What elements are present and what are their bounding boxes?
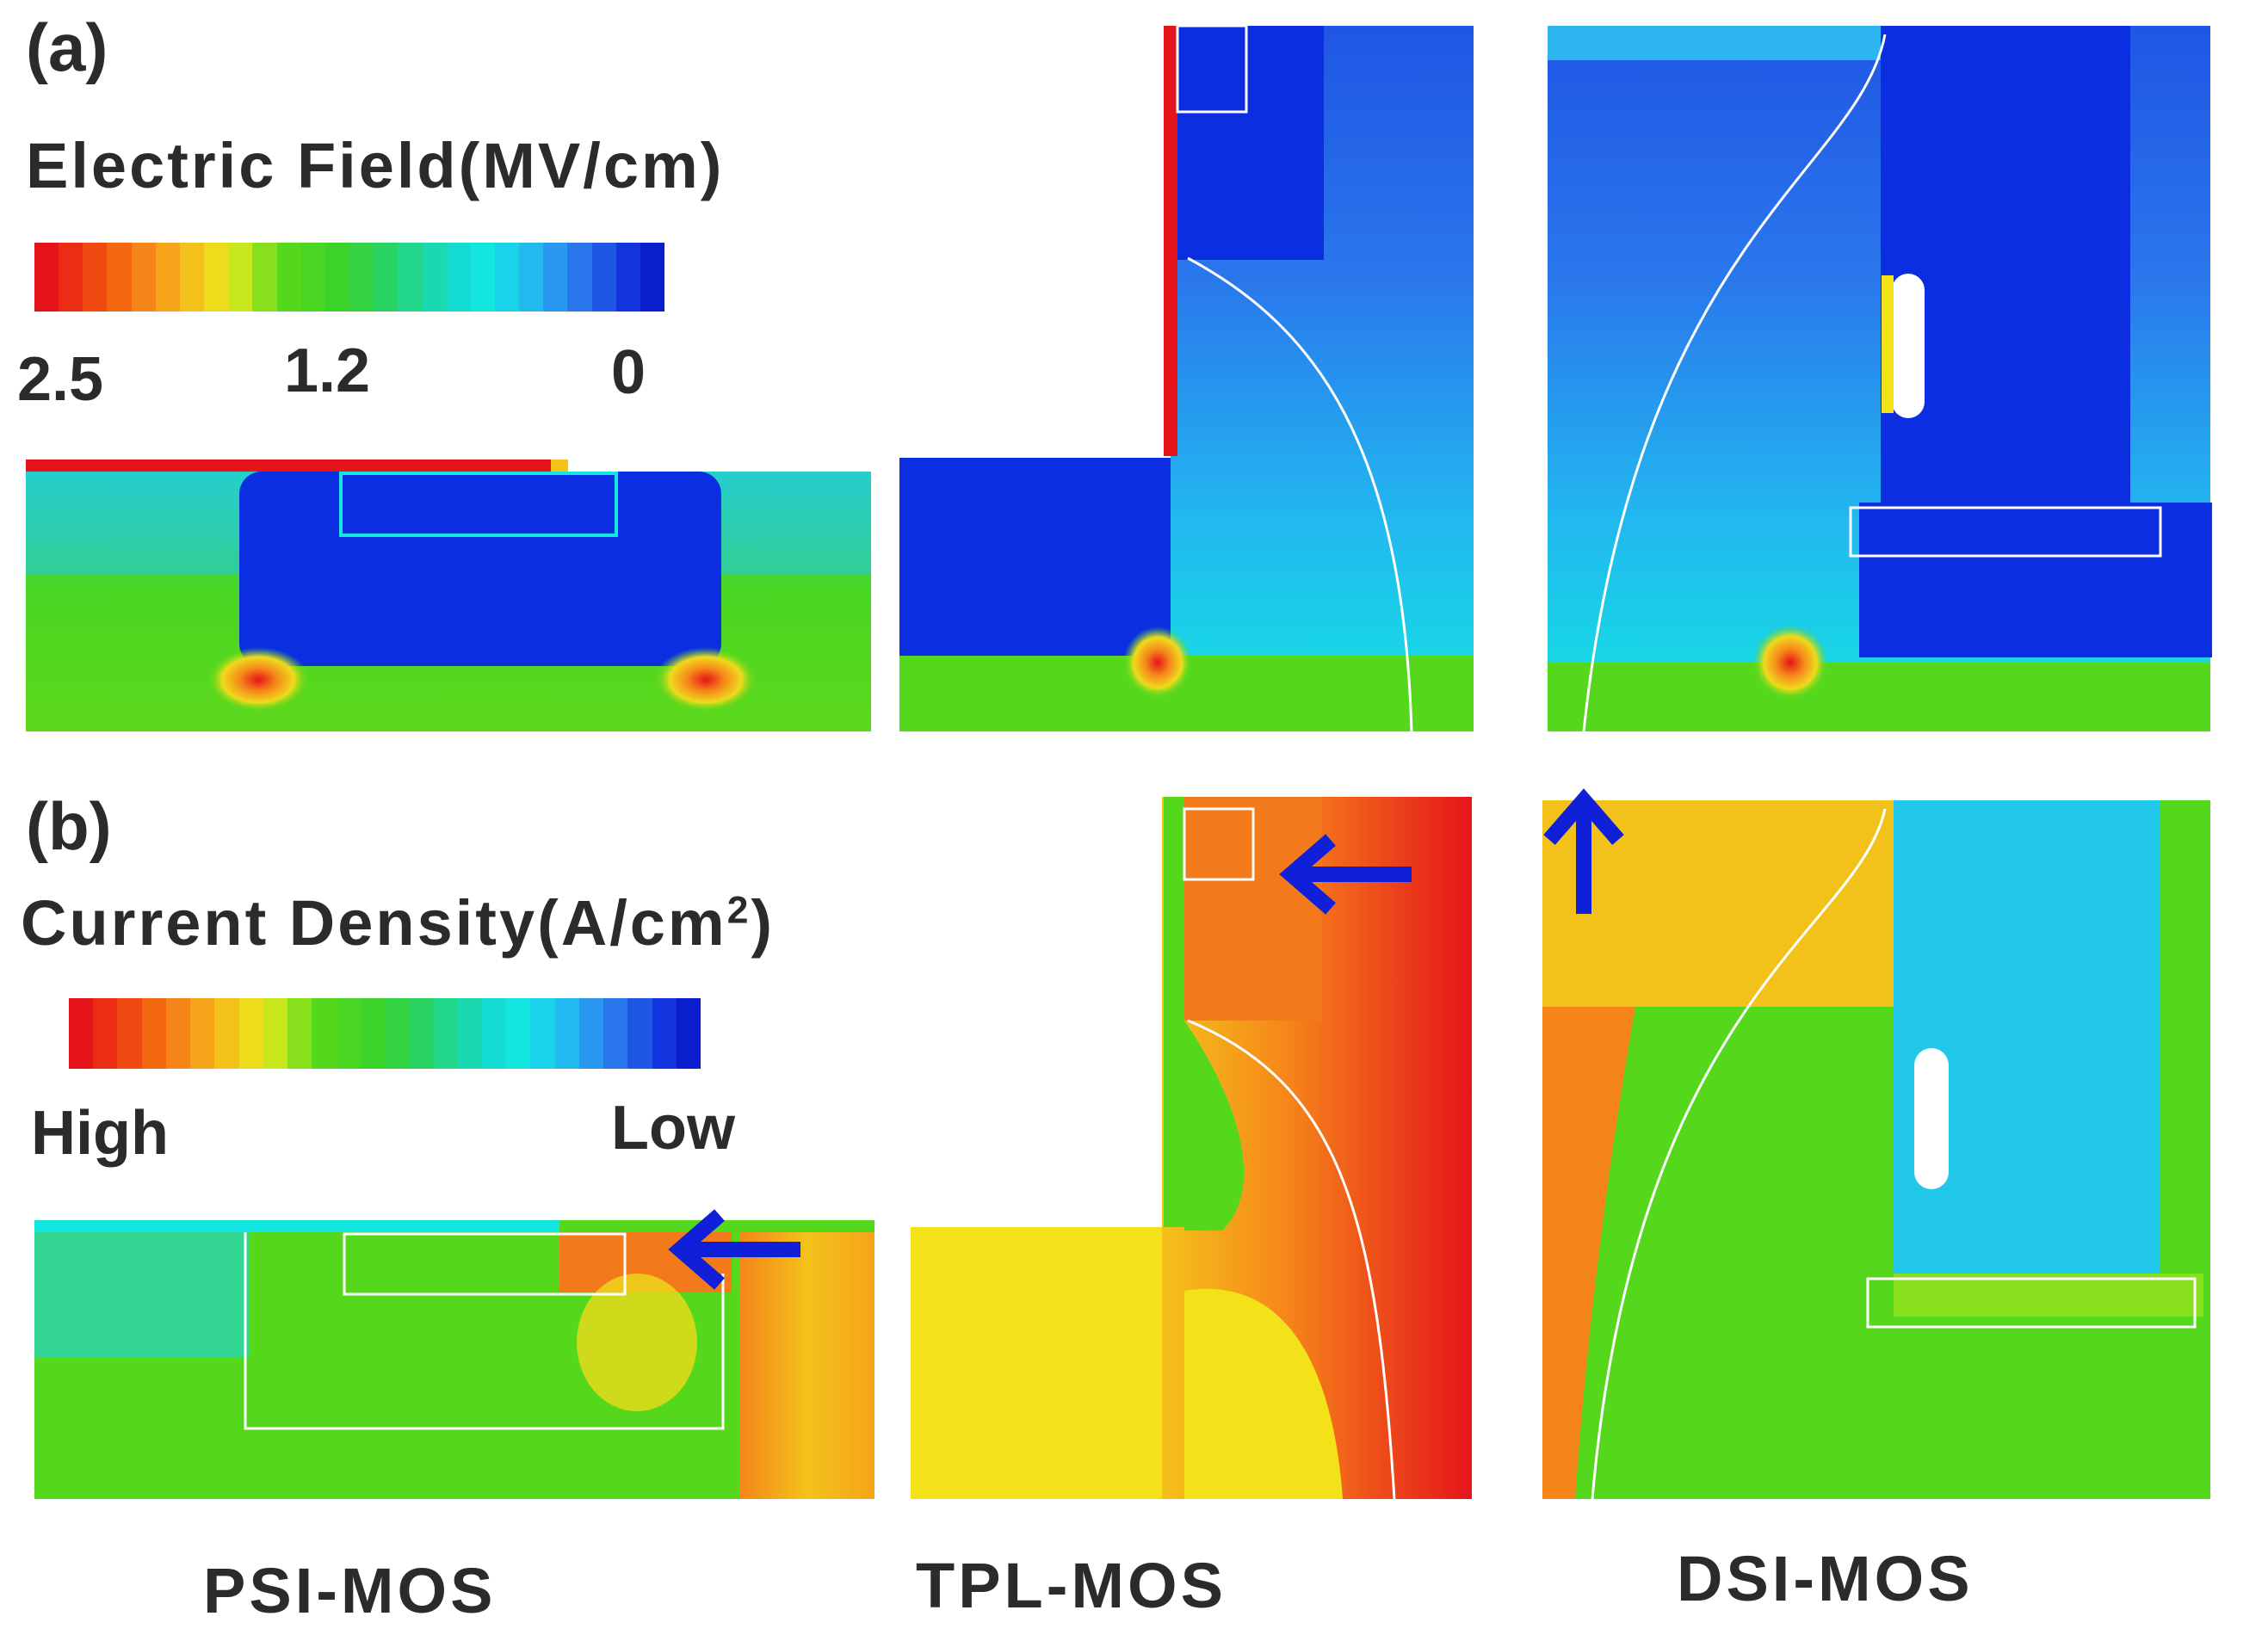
colorbar-swatch — [336, 998, 361, 1069]
arrow-up-icon — [1543, 788, 1624, 914]
psi-mos-current-map — [34, 1220, 874, 1499]
colorbar-swatch — [506, 998, 531, 1069]
colorbar-swatch — [433, 998, 458, 1069]
colorbar-swatch — [374, 243, 399, 312]
psi-mos-field-map — [26, 460, 871, 731]
colorbar-swatch — [238, 998, 263, 1069]
colorbar-swatch — [59, 243, 83, 312]
colorbar-swatch — [446, 243, 471, 312]
panel-label-a: (a) — [26, 9, 108, 85]
colorbar-swatch — [69, 998, 94, 1069]
colorbar-swatch — [385, 998, 410, 1069]
colorbar-swatch — [554, 998, 579, 1069]
device-label-dsi-mos: DSI-MOS — [1677, 1543, 1974, 1614]
device-label-psi-mos: PSI-MOS — [203, 1555, 497, 1626]
colorbar-electric-field — [34, 243, 665, 312]
colorbar-swatch — [312, 998, 337, 1069]
tpl-mos-current-map — [911, 797, 1472, 1500]
colorbar-tick: 1.2 — [284, 336, 371, 405]
colorbar-swatch — [107, 243, 132, 312]
colorbar-swatch — [578, 998, 604, 1069]
legend-title-electric-field: Electric Field(MV/cm) — [26, 130, 725, 201]
colorbar-swatch — [300, 243, 325, 312]
colorbar-swatch — [603, 998, 628, 1069]
colorbar-swatch — [543, 243, 568, 312]
colorbar-swatch — [252, 243, 277, 312]
arrow-left-icon — [1279, 834, 1412, 915]
colorbar-swatch — [190, 998, 215, 1069]
colorbar-swatch — [676, 998, 701, 1069]
colorbar-swatch — [591, 243, 616, 312]
arrow-left-icon — [668, 1209, 800, 1290]
colorbar-swatch — [83, 243, 108, 312]
colorbar-swatch — [179, 243, 205, 312]
colorbar-swatch — [422, 243, 447, 312]
colorbar-tick: 0 — [611, 338, 646, 407]
colorbar-swatch — [276, 243, 301, 312]
colorbar-swatch — [204, 243, 229, 312]
dsi-mos-field-map — [1548, 26, 2212, 732]
colorbar-swatch — [349, 243, 374, 312]
colorbar-tick: 2.5 — [17, 345, 104, 414]
colorbar-swatch — [640, 243, 665, 312]
colorbar-swatch — [398, 243, 423, 312]
colorbar-swatch — [530, 998, 555, 1069]
colorbar-swatch — [324, 243, 350, 312]
colorbar-swatch — [615, 243, 640, 312]
colorbar-swatch — [470, 243, 495, 312]
colorbar-swatch — [214, 998, 239, 1069]
colorbar-swatch — [141, 998, 166, 1069]
colorbar-swatch — [494, 243, 520, 312]
panel-label-b: (b) — [26, 788, 112, 864]
legend-title-current-density: Current Density(A/cm2) — [21, 887, 776, 959]
colorbar-swatch — [481, 998, 507, 1069]
dsi-mos-current-map — [1542, 800, 2210, 1500]
colorbar-swatch — [165, 998, 191, 1069]
colorbar-swatch — [93, 998, 118, 1069]
colorbar-tick: High — [31, 1099, 169, 1168]
colorbar-swatch — [519, 243, 544, 312]
colorbar-swatch — [627, 998, 652, 1069]
colorbar-swatch — [228, 243, 253, 312]
colorbar-swatch — [263, 998, 288, 1069]
tpl-mos-field-map — [899, 24, 1474, 732]
colorbar-swatch — [652, 998, 677, 1069]
colorbar-swatch — [287, 998, 312, 1069]
colorbar-swatch — [409, 998, 434, 1069]
colorbar-swatch — [155, 243, 180, 312]
colorbar-swatch — [457, 998, 482, 1069]
colorbar-swatch — [131, 243, 156, 312]
colorbar-swatch — [360, 998, 386, 1069]
colorbar-tick: Low — [611, 1094, 735, 1163]
colorbar-current-density — [69, 998, 701, 1069]
device-label-tpl-mos: TPL-MOS — [916, 1550, 1227, 1621]
colorbar-swatch — [34, 243, 59, 312]
colorbar-swatch — [117, 998, 142, 1069]
colorbar-swatch — [567, 243, 592, 312]
